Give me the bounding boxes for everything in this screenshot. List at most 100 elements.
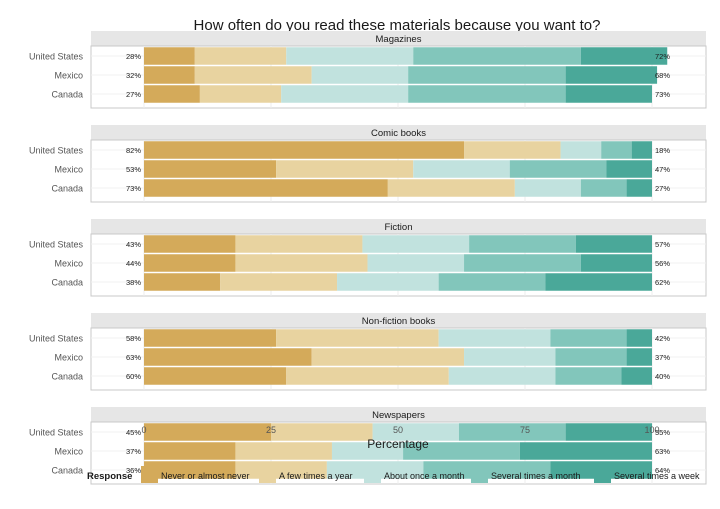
bar-segment-non-fiction-books-canada-a-few-times-a-year bbox=[286, 367, 449, 385]
row-label-united-states: United States bbox=[29, 334, 84, 344]
bar-segment-fiction-united-states-about-once-a-month bbox=[362, 235, 470, 253]
panel-title-newspapers: Newspapers bbox=[372, 410, 425, 421]
x-tick-label: 0 bbox=[141, 425, 146, 435]
bar-segment-comic-books-united-states-several-times-a-month bbox=[601, 141, 632, 159]
row-label-mexico: Mexico bbox=[54, 353, 83, 363]
legend-label-several-times-a-week: Several times a week bbox=[614, 471, 700, 481]
right-percent-label: 55% bbox=[655, 428, 670, 437]
bar-segment-non-fiction-books-united-states-several-times-a-month bbox=[550, 329, 627, 347]
bar-segment-non-fiction-books-united-states-never-or-almost-never bbox=[144, 329, 277, 347]
bar-segment-fiction-canada-never-or-almost-never bbox=[144, 273, 221, 291]
left-percent-label: 36% bbox=[126, 466, 141, 475]
bar-segment-comic-books-canada-a-few-times-a-year bbox=[387, 179, 515, 197]
row-label-canada: Canada bbox=[51, 184, 83, 194]
left-percent-label: 38% bbox=[126, 278, 141, 287]
bar-segment-comic-books-mexico-a-few-times-a-year bbox=[276, 160, 414, 178]
panel-strip-fiction bbox=[91, 219, 706, 234]
x-tick-label: 100 bbox=[644, 425, 659, 435]
row-label-united-states: United States bbox=[29, 52, 84, 62]
chart-title: How often do you read these materials be… bbox=[194, 17, 601, 34]
right-percent-label: 18% bbox=[655, 146, 670, 155]
bar-segment-magazines-united-states-several-times-a-month bbox=[413, 47, 581, 65]
bar-segment-fiction-canada-about-once-a-month bbox=[337, 273, 439, 291]
bar-segment-fiction-mexico-a-few-times-a-year bbox=[235, 254, 368, 272]
legend-swatch-never-or-almost-never bbox=[141, 466, 158, 483]
row-label-mexico: Mexico bbox=[54, 165, 83, 175]
right-percent-label: 27% bbox=[655, 184, 670, 193]
right-percent-label: 64% bbox=[655, 466, 670, 475]
bar-segment-fiction-mexico-several-times-a-month bbox=[464, 254, 581, 272]
panel-strip-comic-books bbox=[91, 125, 706, 140]
right-percent-label: 62% bbox=[655, 278, 670, 287]
left-percent-label: 45% bbox=[126, 428, 141, 437]
bar-segment-magazines-canada-never-or-almost-never bbox=[144, 85, 200, 103]
legend-swatch-a-few-times-a-year bbox=[259, 466, 276, 483]
bar-segment-magazines-mexico-about-once-a-month bbox=[311, 66, 409, 84]
bar-segment-non-fiction-books-mexico-never-or-almost-never bbox=[144, 348, 312, 366]
bar-segment-comic-books-mexico-never-or-almost-never bbox=[144, 160, 277, 178]
bar-segment-non-fiction-books-mexico-several-times-a-month bbox=[555, 348, 627, 366]
row-label-canada: Canada bbox=[51, 466, 83, 476]
bar-segment-newspapers-united-states-several-times-a-month bbox=[458, 423, 566, 441]
bar-segment-magazines-united-states-a-few-times-a-year bbox=[194, 47, 287, 65]
right-percent-label: 57% bbox=[655, 240, 670, 249]
bar-segment-newspapers-mexico-about-once-a-month bbox=[331, 442, 404, 460]
bar-segment-fiction-canada-several-times-a-month bbox=[438, 273, 546, 291]
bar-segment-magazines-canada-about-once-a-month bbox=[281, 85, 409, 103]
x-tick-label: 25 bbox=[266, 425, 276, 435]
bar-segment-non-fiction-books-canada-several-times-a-month bbox=[555, 367, 622, 385]
bar-segment-fiction-mexico-never-or-almost-never bbox=[144, 254, 236, 272]
bar-segment-non-fiction-books-united-states-a-few-times-a-year bbox=[276, 329, 439, 347]
left-percent-label: 44% bbox=[126, 259, 141, 268]
left-percent-label: 73% bbox=[126, 184, 141, 193]
bar-segment-comic-books-mexico-several-times-a-month bbox=[509, 160, 607, 178]
legend-label-a-few-times-a-year: A few times a year bbox=[279, 471, 353, 481]
bar-segment-comic-books-mexico-several-times-a-week bbox=[606, 160, 652, 178]
bar-segment-newspapers-mexico-a-few-times-a-year bbox=[235, 442, 332, 460]
bar-segment-comic-books-united-states-several-times-a-week bbox=[631, 141, 652, 159]
bar-segment-magazines-mexico-a-few-times-a-year bbox=[194, 66, 312, 84]
legend-title: Response bbox=[87, 471, 132, 482]
bar-segment-newspapers-united-states-several-times-a-week bbox=[565, 423, 652, 441]
bar-segment-fiction-mexico-about-once-a-month bbox=[367, 254, 465, 272]
bar-segment-magazines-canada-several-times-a-week bbox=[565, 85, 652, 103]
legend-swatch-about-once-a-month bbox=[364, 466, 381, 483]
bar-segment-fiction-united-states-several-times-a-week bbox=[575, 235, 652, 253]
x-tick-label: 50 bbox=[393, 425, 403, 435]
row-label-mexico: Mexico bbox=[54, 259, 83, 269]
bar-segment-newspapers-mexico-several-times-a-month bbox=[403, 442, 520, 460]
legend-label-about-once-a-month: About once a month bbox=[384, 471, 465, 481]
panel-strip-non-fiction-books bbox=[91, 313, 706, 328]
bar-segment-non-fiction-books-canada-about-once-a-month bbox=[448, 367, 556, 385]
bar-segment-comic-books-canada-several-times-a-week bbox=[626, 179, 652, 197]
row-label-united-states: United States bbox=[29, 146, 84, 156]
row-label-canada: Canada bbox=[51, 90, 83, 100]
bar-segment-fiction-canada-several-times-a-week bbox=[545, 273, 652, 291]
legend-swatch-several-times-a-week bbox=[594, 466, 611, 483]
legend-swatch-several-times-a-month bbox=[471, 466, 488, 483]
left-percent-label: 63% bbox=[126, 353, 141, 362]
bar-segment-magazines-united-states-about-once-a-month bbox=[286, 47, 414, 65]
bar-segment-newspapers-united-states-never-or-almost-never bbox=[144, 423, 271, 441]
bar-segment-non-fiction-books-united-states-about-once-a-month bbox=[438, 329, 551, 347]
row-label-united-states: United States bbox=[29, 428, 84, 438]
bar-segment-fiction-united-states-a-few-times-a-year bbox=[235, 235, 363, 253]
right-percent-label: 42% bbox=[655, 334, 670, 343]
bar-segment-magazines-united-states-never-or-almost-never bbox=[144, 47, 195, 65]
right-percent-label: 37% bbox=[655, 353, 670, 362]
panel-title-magazines: Magazines bbox=[376, 34, 422, 45]
left-percent-label: 82% bbox=[126, 146, 141, 155]
bar-segment-comic-books-united-states-a-few-times-a-year bbox=[464, 141, 561, 159]
bar-segment-comic-books-canada-several-times-a-month bbox=[580, 179, 627, 197]
legend-label-several-times-a-month: Several times a month bbox=[491, 471, 581, 481]
right-percent-label: 72% bbox=[655, 52, 670, 61]
row-label-canada: Canada bbox=[51, 278, 83, 288]
bar-segment-fiction-united-states-never-or-almost-never bbox=[144, 235, 236, 253]
right-percent-label: 40% bbox=[655, 372, 670, 381]
bar-segment-magazines-mexico-never-or-almost-never bbox=[144, 66, 195, 84]
right-percent-label: 68% bbox=[655, 71, 670, 80]
bar-segment-newspapers-united-states-about-once-a-month bbox=[372, 423, 459, 441]
bar-segment-non-fiction-books-canada-several-times-a-week bbox=[621, 367, 652, 385]
